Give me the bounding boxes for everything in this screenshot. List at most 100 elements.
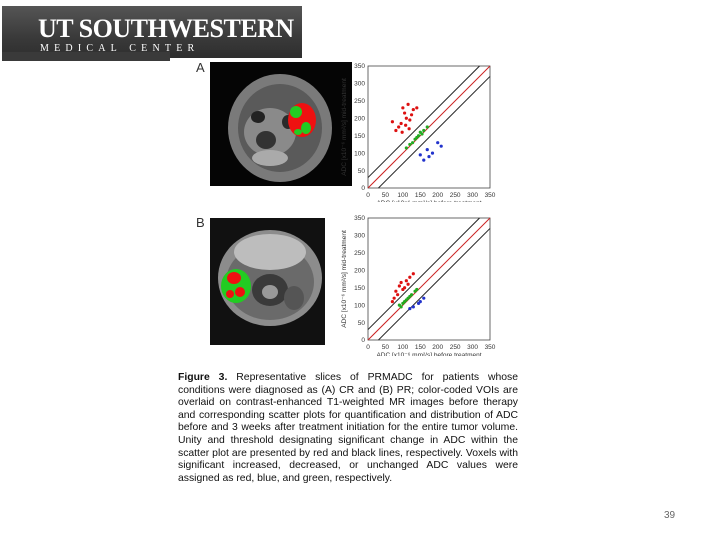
caption-text: Representative slices of PRMADC for pati… bbox=[178, 372, 518, 484]
data-point bbox=[439, 144, 443, 148]
data-point bbox=[411, 305, 415, 309]
x-tick-label: 150 bbox=[415, 192, 426, 199]
data-point bbox=[404, 279, 408, 283]
logo-line2: MEDICAL CENTER bbox=[40, 43, 200, 54]
ut-southwestern-logo: UT SOUTHWESTERN MEDICAL CENTER bbox=[2, 6, 302, 58]
x-tick-label: 350 bbox=[485, 344, 496, 351]
data-point bbox=[409, 293, 414, 297]
logo-shelf bbox=[2, 52, 170, 61]
data-point bbox=[408, 275, 412, 279]
data-point bbox=[425, 148, 429, 152]
data-point bbox=[408, 307, 412, 311]
line-threshold-lower bbox=[378, 228, 491, 341]
x-tick-label: 50 bbox=[382, 344, 390, 351]
data-point bbox=[430, 151, 435, 155]
y-tick-label: 100 bbox=[354, 150, 365, 157]
data-point bbox=[415, 287, 419, 292]
x-axis-label: ADC [x10⁻⁶ mm²/s] before treatment bbox=[376, 352, 481, 356]
data-point bbox=[436, 141, 440, 145]
data-point bbox=[408, 118, 412, 122]
line-threshold-lower bbox=[378, 76, 491, 189]
y-tick-label: 0 bbox=[361, 185, 365, 192]
y-tick-label: 250 bbox=[354, 98, 365, 105]
data-point bbox=[397, 284, 401, 288]
data-point bbox=[401, 106, 405, 110]
data-point bbox=[422, 128, 426, 133]
data-point bbox=[396, 293, 400, 297]
x-tick-label: 250 bbox=[450, 344, 461, 351]
line-threshold-upper bbox=[367, 217, 480, 330]
x-tick-label: 200 bbox=[432, 344, 443, 351]
data-point bbox=[416, 134, 421, 138]
y-axis-label: ADC [x10⁻⁶ mm²/s] mid-treatment bbox=[341, 230, 348, 328]
data-point bbox=[394, 289, 398, 293]
data-point bbox=[404, 116, 408, 120]
x-tick-label: 0 bbox=[366, 192, 370, 199]
data-point bbox=[401, 301, 405, 305]
data-point bbox=[394, 128, 398, 133]
x-tick-label: 350 bbox=[485, 192, 496, 199]
data-point bbox=[411, 141, 415, 145]
scatter-plot-b: 00 50 50 100 100 150 150 200 200 250 250 300 300 350 3… bbox=[341, 215, 496, 356]
data-point bbox=[406, 282, 410, 286]
mri-image-b bbox=[210, 218, 325, 345]
x-tick-label: 150 bbox=[415, 344, 426, 351]
line-unity bbox=[367, 217, 491, 341]
data-point bbox=[406, 102, 410, 106]
x-tick-label: 100 bbox=[397, 192, 408, 199]
caption-label: Figure 3. bbox=[178, 372, 228, 383]
y-tick-label: 100 bbox=[354, 302, 365, 309]
data-point bbox=[418, 300, 422, 304]
data-point bbox=[418, 153, 422, 157]
panel-label-b: B bbox=[196, 215, 205, 230]
logo-line1: UT SOUTHWESTERN bbox=[38, 14, 294, 43]
data-point bbox=[420, 132, 424, 136]
data-point bbox=[399, 280, 403, 285]
data-point bbox=[403, 286, 407, 290]
data-point bbox=[400, 130, 404, 134]
x-tick-label: 100 bbox=[397, 344, 408, 351]
data-point bbox=[399, 121, 403, 126]
data-point bbox=[397, 125, 401, 129]
data-point bbox=[407, 127, 411, 131]
x-tick-label: 300 bbox=[467, 192, 478, 199]
data-point bbox=[425, 125, 429, 129]
y-tick-label: 250 bbox=[354, 250, 365, 257]
panel-label-a: A bbox=[196, 60, 205, 75]
data-point bbox=[409, 113, 414, 117]
x-tick-label: 50 bbox=[382, 192, 390, 199]
data-point bbox=[404, 123, 408, 127]
y-tick-label: 350 bbox=[354, 63, 365, 70]
data-point bbox=[411, 107, 415, 112]
data-point bbox=[390, 120, 394, 124]
line-threshold-upper bbox=[367, 65, 480, 178]
data-point bbox=[399, 305, 403, 309]
x-tick-label: 300 bbox=[467, 344, 478, 351]
data-point bbox=[422, 158, 426, 162]
data-point bbox=[404, 146, 408, 150]
figure-caption: Figure 3. Representative slices of PRMAD… bbox=[178, 372, 518, 485]
data-point bbox=[403, 111, 407, 115]
y-tick-label: 200 bbox=[354, 267, 365, 274]
data-point bbox=[390, 300, 394, 304]
y-tick-label: 50 bbox=[358, 320, 366, 327]
data-point bbox=[415, 106, 419, 110]
y-tick-label: 200 bbox=[354, 115, 365, 122]
y-tick-label: 150 bbox=[354, 133, 365, 140]
y-tick-label: 300 bbox=[354, 233, 365, 240]
data-point bbox=[427, 155, 431, 159]
y-axis-label: ADC [x10⁻⁶ mm²/s] mid-treatment bbox=[341, 78, 348, 176]
x-tick-label: 0 bbox=[366, 344, 370, 351]
line-unity bbox=[367, 65, 491, 189]
data-point bbox=[411, 272, 415, 276]
scatter-plot-a: 00 50 50 100 100 150 150 200 200 250 250 300 300 350 3… bbox=[341, 63, 496, 202]
data-point bbox=[422, 296, 426, 300]
y-tick-label: 0 bbox=[361, 337, 365, 344]
y-tick-label: 150 bbox=[354, 285, 365, 292]
y-tick-label: 300 bbox=[354, 81, 365, 88]
mri-image-a bbox=[210, 62, 352, 186]
data-point bbox=[392, 296, 396, 300]
x-tick-label: 250 bbox=[450, 192, 461, 199]
data-point bbox=[406, 296, 410, 300]
y-tick-label: 50 bbox=[358, 168, 366, 175]
